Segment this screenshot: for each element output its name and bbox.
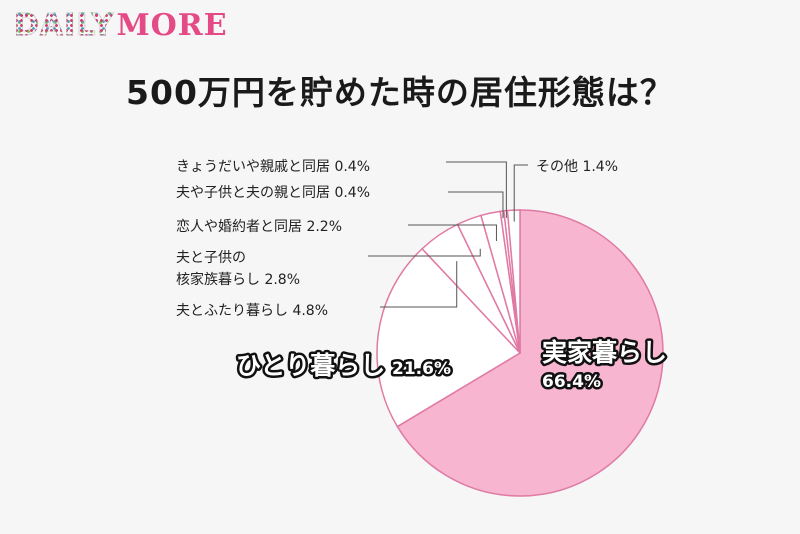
leader-lines	[368, 161, 528, 308]
label-slice-alone-value: 21.6%	[392, 359, 451, 379]
pie-slices	[376, 209, 664, 497]
label-slice-siblings: きょうだいや親戚と同居 0.4%	[176, 159, 370, 175]
leader-line-couple	[380, 261, 458, 308]
brand-logo: DAILY MORE	[13, 8, 228, 44]
leader-line-nuclear	[368, 248, 481, 257]
pie-slice-7	[506, 209, 521, 354]
logo-more: MORE	[116, 8, 228, 43]
label-slice-nuclear-line1: 夫と子供の	[176, 250, 246, 266]
leader-line-inlaws	[448, 191, 504, 219]
leader-line-partner	[408, 224, 497, 242]
label-slice-inlaws: 夫や子供と夫の親と同居 0.4%	[176, 185, 370, 201]
label-slice-couple: 夫とふたり暮らし 4.8%	[176, 303, 328, 319]
label-slice-other: その他 1.4%	[536, 159, 618, 175]
label-slice-home-value: 66.4%	[542, 372, 601, 392]
label-slice-partner: 恋人や婚約者と同居 2.2%	[176, 218, 342, 235]
pie-slice-1	[376, 247, 522, 428]
label-slice-home-name: 実家暮らし	[542, 338, 667, 367]
label-slice-alone-name: ひとり暮らし	[236, 351, 385, 380]
chart-title: 500万円を貯めた時の居住形態は？	[126, 73, 674, 112]
logo-daily: DAILY	[13, 8, 115, 44]
leader-line-other	[513, 164, 528, 222]
label-slice-nuclear-line2: 核家族暮らし 2.8%	[176, 271, 300, 288]
pie-slice-0	[396, 209, 664, 497]
leader-line-siblings	[446, 161, 507, 218]
